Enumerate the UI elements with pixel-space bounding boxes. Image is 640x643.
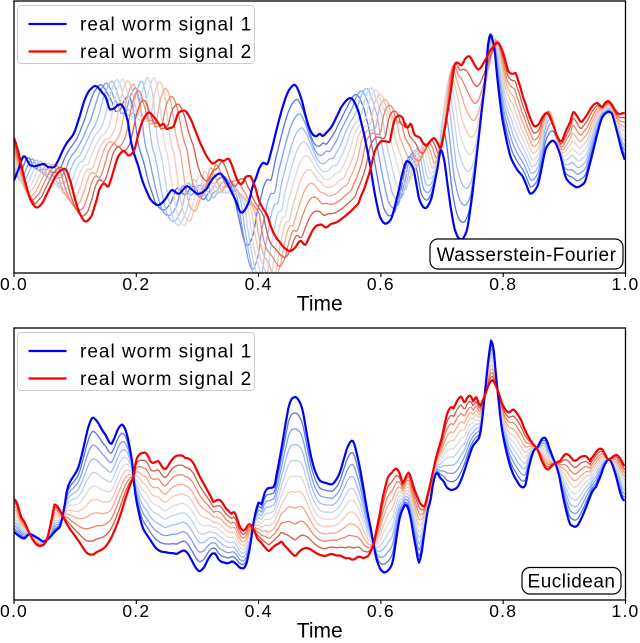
svg-text:Time: Time (297, 292, 343, 315)
svg-text:1.0: 1.0 (612, 601, 640, 621)
svg-text:0.2: 0.2 (122, 274, 150, 294)
svg-text:0.6: 0.6 (367, 601, 395, 621)
svg-text:1.0: 1.0 (612, 274, 640, 294)
svg-text:0.2: 0.2 (122, 601, 150, 621)
svg-text:Euclidean: Euclidean (528, 572, 616, 593)
svg-text:0.8: 0.8 (489, 274, 517, 294)
svg-text:0.0: 0.0 (0, 274, 28, 294)
svg-text:Time: Time (297, 619, 343, 638)
svg-text:0.4: 0.4 (245, 274, 273, 294)
svg-text:real worm signal 1: real worm signal 1 (80, 15, 252, 36)
svg-text:Wasserstein-Fourier: Wasserstein-Fourier (437, 245, 617, 266)
svg-text:real worm signal 2: real worm signal 2 (80, 42, 252, 63)
svg-text:0.0: 0.0 (0, 601, 28, 621)
svg-text:0.4: 0.4 (245, 601, 273, 621)
svg-text:real worm signal 2: real worm signal 2 (80, 369, 252, 390)
svg-text:0.8: 0.8 (489, 601, 517, 621)
svg-text:real worm signal 1: real worm signal 1 (80, 342, 252, 363)
svg-text:0.6: 0.6 (367, 274, 395, 294)
